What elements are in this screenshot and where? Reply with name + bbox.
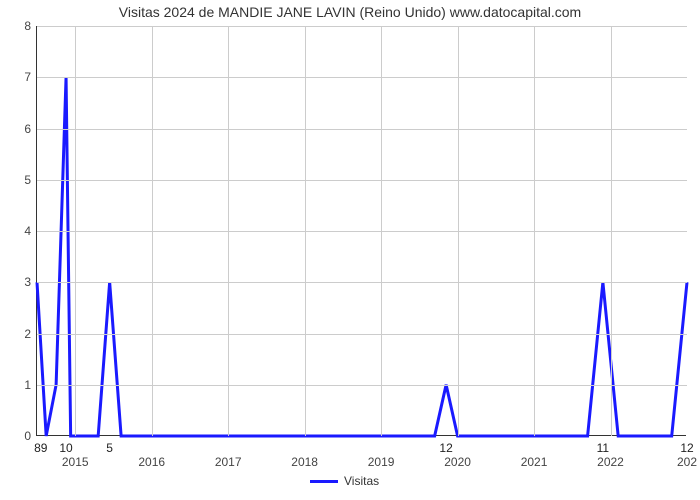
gridline-horizontal — [37, 385, 687, 386]
gridline-horizontal — [37, 282, 687, 283]
plot-area: 0123456782015201620172018201920202021202… — [36, 26, 686, 436]
chart-title: Visitas 2024 de MANDIE JANE LAVIN (Reino… — [0, 4, 700, 20]
data-value-label: 11 — [597, 437, 609, 455]
gridline-vertical — [381, 26, 382, 436]
legend: Visitas — [310, 474, 379, 488]
xtick-label: 2016 — [138, 451, 165, 469]
xtick-label: 2018 — [291, 451, 318, 469]
data-value-label: 5 — [106, 437, 113, 455]
gridline-horizontal — [37, 77, 687, 78]
ytick-label: 6 — [24, 122, 37, 136]
data-value-label: 10 — [59, 437, 72, 455]
ytick-label: 1 — [24, 378, 37, 392]
xtick-label: 2021 — [521, 451, 548, 469]
data-value-label: 89 — [34, 437, 47, 455]
data-value-label: 12 — [680, 437, 693, 455]
gridline-horizontal — [37, 129, 687, 130]
gridline-vertical — [458, 26, 459, 436]
legend-label: Visitas — [344, 474, 379, 488]
data-value-label: 12 — [439, 437, 452, 455]
chart-container: Visitas 2024 de MANDIE JANE LAVIN (Reino… — [0, 0, 700, 500]
ytick-label: 7 — [24, 70, 37, 84]
gridline-horizontal — [37, 26, 687, 27]
gridline-vertical — [305, 26, 306, 436]
gridline-horizontal — [37, 334, 687, 335]
gridline-vertical — [611, 26, 612, 436]
gridline-horizontal — [37, 180, 687, 181]
xtick-label: 2019 — [368, 451, 395, 469]
gridline-vertical — [534, 26, 535, 436]
gridline-vertical — [152, 26, 153, 436]
gridline-vertical — [228, 26, 229, 436]
ytick-label: 8 — [24, 19, 37, 33]
ytick-label: 5 — [24, 173, 37, 187]
ytick-label: 3 — [24, 275, 37, 289]
legend-swatch — [310, 480, 338, 483]
xtick-label: 2017 — [215, 451, 242, 469]
ytick-label: 4 — [24, 224, 37, 238]
gridline-horizontal — [37, 231, 687, 232]
ytick-label: 2 — [24, 327, 37, 341]
gridline-vertical — [75, 26, 76, 436]
